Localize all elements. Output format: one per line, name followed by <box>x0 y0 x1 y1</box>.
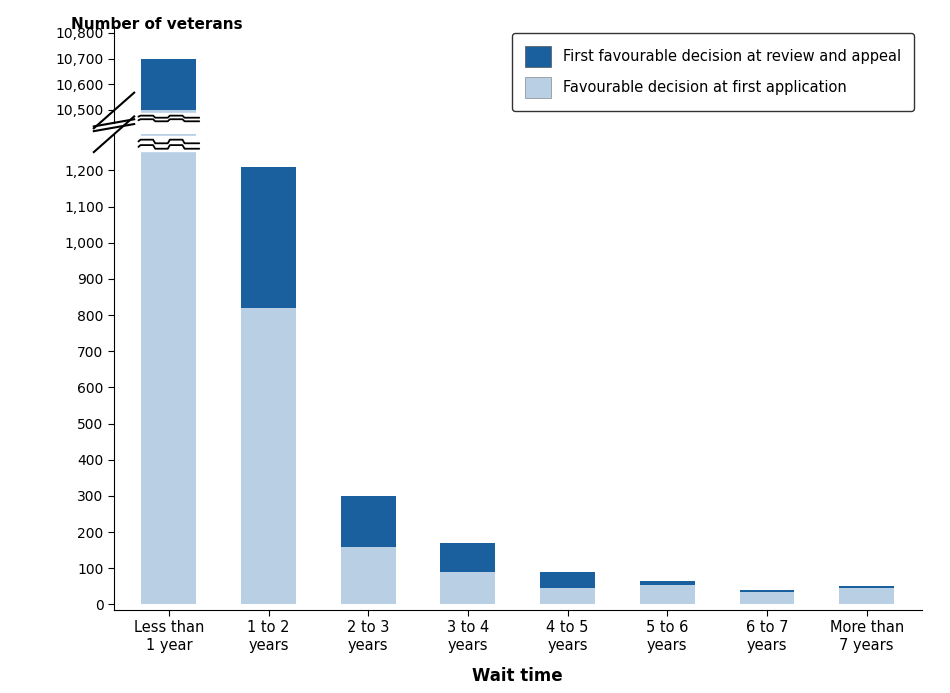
Bar <box>839 586 894 588</box>
Bar <box>142 59 197 110</box>
Bar <box>241 167 296 308</box>
X-axis label: Wait time: Wait time <box>472 667 563 685</box>
Bar <box>142 110 197 693</box>
Bar <box>241 308 296 604</box>
Bar <box>441 543 495 572</box>
Bar <box>541 588 595 604</box>
Bar <box>341 547 395 604</box>
Bar <box>541 572 595 588</box>
Bar <box>139 136 200 150</box>
Bar <box>142 0 197 604</box>
Text: Number of veterans: Number of veterans <box>71 17 243 33</box>
Bar <box>739 592 794 604</box>
Bar <box>139 112 200 123</box>
Bar <box>839 588 894 604</box>
Legend: First favourable decision at review and appeal, Favourable decision at first app: First favourable decision at review and … <box>512 33 914 111</box>
Bar <box>341 496 395 547</box>
Bar <box>739 590 794 592</box>
Bar <box>640 584 694 604</box>
Bar <box>640 581 694 584</box>
Bar <box>441 572 495 604</box>
